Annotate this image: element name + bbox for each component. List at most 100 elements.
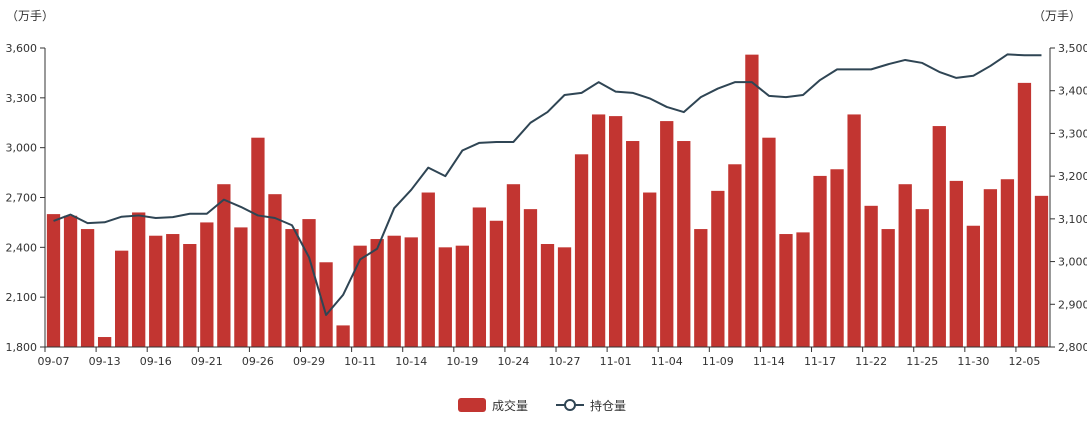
volume-bar[interactable] <box>592 114 605 347</box>
volume-bar[interactable] <box>541 244 554 347</box>
volume-bar[interactable] <box>200 222 213 347</box>
x-axis-tick-label: 09-26 <box>242 355 274 368</box>
right-axis-tick-label: 2,800 <box>1058 341 1087 354</box>
left-axis-tick-label: 2,100 <box>6 291 38 304</box>
volume-bar[interactable] <box>813 176 826 347</box>
left-axis-tick-label: 3,000 <box>6 142 38 155</box>
volume-bar[interactable] <box>796 232 809 347</box>
right-axis-tick-label: 3,400 <box>1058 85 1087 98</box>
left-axis-tick-label: 2,700 <box>6 192 38 205</box>
legend-bar-swatch <box>458 398 486 412</box>
x-axis-tick-label: 11-04 <box>651 355 683 368</box>
volume-bar[interactable] <box>677 141 690 347</box>
volume-bar[interactable] <box>694 229 707 347</box>
x-axis-tick-label: 11-01 <box>600 355 632 368</box>
volume-bar[interactable] <box>115 251 128 347</box>
volume-bar[interactable] <box>439 247 452 347</box>
x-axis-tick-label: 09-13 <box>89 355 121 368</box>
volume-bar[interactable] <box>371 239 384 347</box>
x-axis-tick-label: 10-24 <box>497 355 529 368</box>
volume-bar[interactable] <box>779 234 792 347</box>
left-axis-unit: （万手） <box>6 9 54 23</box>
x-axis-tick-label: 10-14 <box>395 355 427 368</box>
volume-bar[interactable] <box>1035 196 1048 347</box>
volume-bar[interactable] <box>643 193 656 347</box>
x-axis-tick-label: 10-11 <box>344 355 376 368</box>
volume-bar[interactable] <box>524 209 537 347</box>
left-axis-tick-label: 2,400 <box>6 241 38 254</box>
volume-bar[interactable] <box>388 236 401 347</box>
left-axis-tick-label: 3,600 <box>6 42 38 55</box>
x-axis-tick-label: 11-25 <box>906 355 938 368</box>
volume-bar[interactable] <box>473 207 486 347</box>
bar-series <box>47 55 1048 347</box>
volume-bar[interactable] <box>456 246 469 347</box>
x-axis-tick-label: 11-17 <box>804 355 836 368</box>
volume-bar[interactable] <box>422 193 435 347</box>
volume-bar[interactable] <box>81 229 94 347</box>
x-axis-tick-label: 09-21 <box>191 355 223 368</box>
volume-bar[interactable] <box>234 227 247 347</box>
x-axis-tick-label: 11-14 <box>753 355 785 368</box>
legend-item-open-interest[interactable]: 持仓量 <box>556 398 626 413</box>
volume-bar[interactable] <box>762 138 775 347</box>
right-axis-tick-label: 3,100 <box>1058 213 1087 226</box>
volume-bar[interactable] <box>626 141 639 347</box>
volume-bar[interactable] <box>1018 83 1031 347</box>
volume-bar[interactable] <box>490 221 503 347</box>
right-axis-tick-label: 2,900 <box>1058 298 1087 311</box>
volume-bar[interactable] <box>64 216 77 347</box>
legend-item-volume[interactable]: 成交量 <box>458 398 528 413</box>
volume-bar[interactable] <box>865 206 878 347</box>
volume-bar[interactable] <box>728 164 741 347</box>
volume-bar[interactable] <box>285 229 298 347</box>
left-axis-tick-label: 3,300 <box>6 92 38 105</box>
volume-bar[interactable] <box>575 154 588 347</box>
right-axis-unit: （万手） <box>1033 9 1081 23</box>
right-axis-tick-label: 3,200 <box>1058 170 1087 183</box>
volume-bar[interactable] <box>217 184 230 347</box>
legend-label-volume: 成交量 <box>492 398 528 413</box>
volume-bar[interactable] <box>967 226 980 347</box>
volume-bar[interactable] <box>302 219 315 347</box>
volume-bar[interactable] <box>660 121 673 347</box>
left-axis-tick-label: 1,800 <box>6 341 38 354</box>
volume-bar[interactable] <box>132 212 145 347</box>
volume-bar[interactable] <box>149 236 162 347</box>
volume-bar[interactable] <box>950 181 963 347</box>
volume-bar[interactable] <box>830 169 843 347</box>
x-axis-tick-label: 09-16 <box>140 355 172 368</box>
right-axis-tick-label: 3,300 <box>1058 127 1087 140</box>
volume-bar[interactable] <box>405 237 418 347</box>
volume-bar[interactable] <box>166 234 179 347</box>
legend-label-open-interest: 持仓量 <box>590 398 626 413</box>
volume-bar[interactable] <box>933 126 946 347</box>
volume-bar[interactable] <box>251 138 264 347</box>
volume-bar[interactable] <box>882 229 895 347</box>
volume-bar[interactable] <box>47 214 60 347</box>
volume-bar[interactable] <box>1001 179 1014 347</box>
x-axis-tick-label: 10-19 <box>446 355 478 368</box>
volume-bar[interactable] <box>984 189 997 347</box>
volume-bar[interactable] <box>847 114 860 347</box>
volume-bar[interactable] <box>899 184 912 347</box>
volume-bar[interactable] <box>319 262 332 347</box>
volume-bar[interactable] <box>98 337 111 347</box>
volume-bar[interactable] <box>745 55 758 347</box>
x-axis-tick-label: 11-30 <box>957 355 989 368</box>
volume-bar[interactable] <box>507 184 520 347</box>
x-axis-tick-label: 10-27 <box>549 355 581 368</box>
volume-bar[interactable] <box>558 247 571 347</box>
volume-bar[interactable] <box>711 191 724 347</box>
legend-line-marker <box>565 400 575 410</box>
volume-bar[interactable] <box>183 244 196 347</box>
right-axis-tick-label: 3,000 <box>1058 256 1087 269</box>
legend[interactable]: 成交量 持仓量 <box>458 398 626 413</box>
volume-bar[interactable] <box>609 116 622 347</box>
x-axis-tick-label: 09-07 <box>38 355 70 368</box>
x-axis-tick-label: 09-29 <box>293 355 325 368</box>
volume-bar[interactable] <box>336 325 349 347</box>
volume-bar[interactable] <box>916 209 929 347</box>
